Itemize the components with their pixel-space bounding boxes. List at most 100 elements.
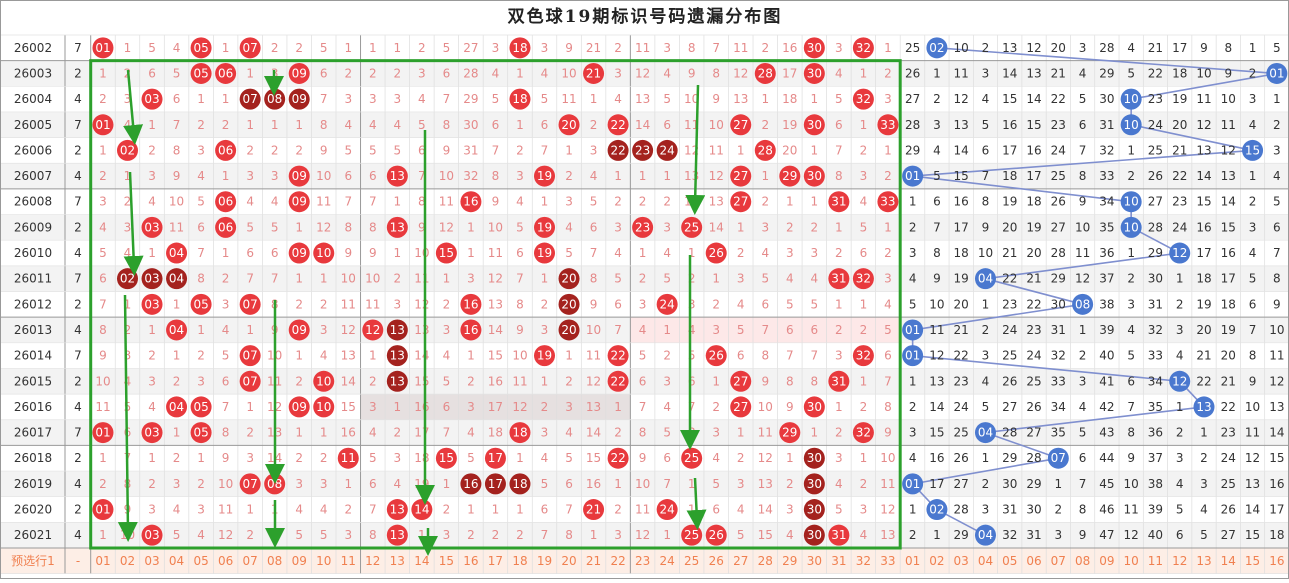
omission: 7 (516, 272, 524, 286)
omission: 3 (1176, 451, 1184, 465)
omission: 13 (341, 349, 356, 363)
ball (141, 293, 163, 315)
omission: 7 (492, 143, 500, 157)
ball-number: 20 (561, 323, 576, 337)
omission: 2 (99, 169, 107, 183)
omission: 7 (688, 400, 696, 414)
omission: 20 (1221, 349, 1236, 363)
ball-number: 32 (856, 92, 871, 106)
omission: 2 (197, 118, 205, 132)
omission: 2 (295, 143, 303, 157)
omission: 2 (1079, 349, 1087, 363)
period: 26007 (14, 169, 52, 183)
omission: 1 (639, 246, 647, 260)
omission: 3 (1249, 92, 1257, 106)
ball-number: 04 (978, 272, 993, 286)
omission: 1 (124, 41, 132, 55)
omission: 10 (439, 169, 454, 183)
omission: 16 (488, 374, 503, 388)
omission: 4 (369, 118, 377, 132)
ball-number: 20 (561, 118, 576, 132)
omission: 10 (929, 297, 944, 311)
omission: 19 (1196, 297, 1211, 311)
omission: 2 (860, 477, 868, 491)
footer-number: 33 (880, 554, 895, 568)
ball (509, 473, 531, 495)
ball-number: 03 (144, 297, 159, 311)
ball (313, 396, 335, 418)
omission: 5 (860, 220, 868, 234)
footer-number: 04 (978, 554, 993, 568)
ball-number: 07 (243, 374, 258, 388)
omission: 16 (1002, 118, 1017, 132)
ball (386, 345, 408, 367)
omission: 11 (414, 272, 429, 286)
ball-number: 16 (463, 297, 478, 311)
omission: 5 (1273, 41, 1281, 55)
omission: 9 (786, 400, 794, 414)
omission: 6 (1079, 118, 1087, 132)
ball (607, 447, 629, 469)
footer-number: 18 (512, 554, 527, 568)
omission: 2 (1176, 297, 1184, 311)
ball-number: 12 (365, 323, 380, 337)
omission: 4 (1200, 503, 1208, 517)
omission: 9 (884, 426, 892, 440)
ball (386, 370, 408, 392)
omission: 2 (565, 169, 573, 183)
omission: 31 (1026, 528, 1041, 542)
ball (460, 473, 482, 495)
omission: 9 (443, 143, 451, 157)
ball (141, 88, 163, 110)
omission: 2 (860, 323, 868, 337)
ball (141, 422, 163, 444)
ball-number: 01 (95, 426, 110, 440)
ball-number: 12 (1172, 374, 1187, 388)
period: 26020 (14, 503, 52, 517)
sum-value: 4 (74, 246, 82, 260)
omission: 4 (909, 272, 917, 286)
omission: 1 (1200, 426, 1208, 440)
omission: 6 (933, 195, 941, 209)
footer-number: 02 (929, 554, 944, 568)
ball (313, 242, 335, 264)
omission: 10 (488, 220, 503, 234)
omission: 3 (369, 92, 377, 106)
omission: 2 (443, 503, 451, 517)
omission: 8 (590, 272, 598, 286)
omission: 4 (148, 400, 156, 414)
omission: 4 (639, 323, 647, 337)
omission: 9 (1127, 451, 1135, 465)
omission: 16 (586, 477, 601, 491)
ball-number: 09 (292, 195, 307, 209)
ball-number: 10 (316, 400, 331, 414)
footer-number: 15 (1245, 554, 1260, 568)
omission: 5 (222, 349, 230, 363)
omission: 22 (1051, 92, 1066, 106)
ball-number: 33 (880, 118, 895, 132)
omission: 1 (492, 503, 500, 517)
omission: 11 (561, 92, 576, 106)
omission: 6 (541, 118, 549, 132)
omission: 18 (782, 92, 797, 106)
omission: 1 (860, 297, 868, 311)
omission: 20 (1026, 246, 1041, 260)
ball-number: 30 (807, 118, 822, 132)
period: 26012 (14, 297, 52, 311)
ball (974, 422, 996, 444)
omission: 20 (1002, 220, 1017, 234)
omission: 15 (1026, 118, 1041, 132)
omission: 7 (761, 323, 769, 337)
omission: 13 (1196, 143, 1211, 157)
omission: 3 (443, 323, 451, 337)
omission: 3 (467, 272, 475, 286)
ball (974, 524, 996, 546)
footer-number: 15 (439, 554, 454, 568)
ball-number: 17 (488, 451, 503, 465)
omission: 2 (712, 297, 720, 311)
omission: 20 (1172, 118, 1187, 132)
omission: 13 (586, 400, 601, 414)
sum-value: 2 (74, 451, 82, 465)
omission: 15 (758, 528, 773, 542)
omission: 3 (197, 503, 205, 517)
